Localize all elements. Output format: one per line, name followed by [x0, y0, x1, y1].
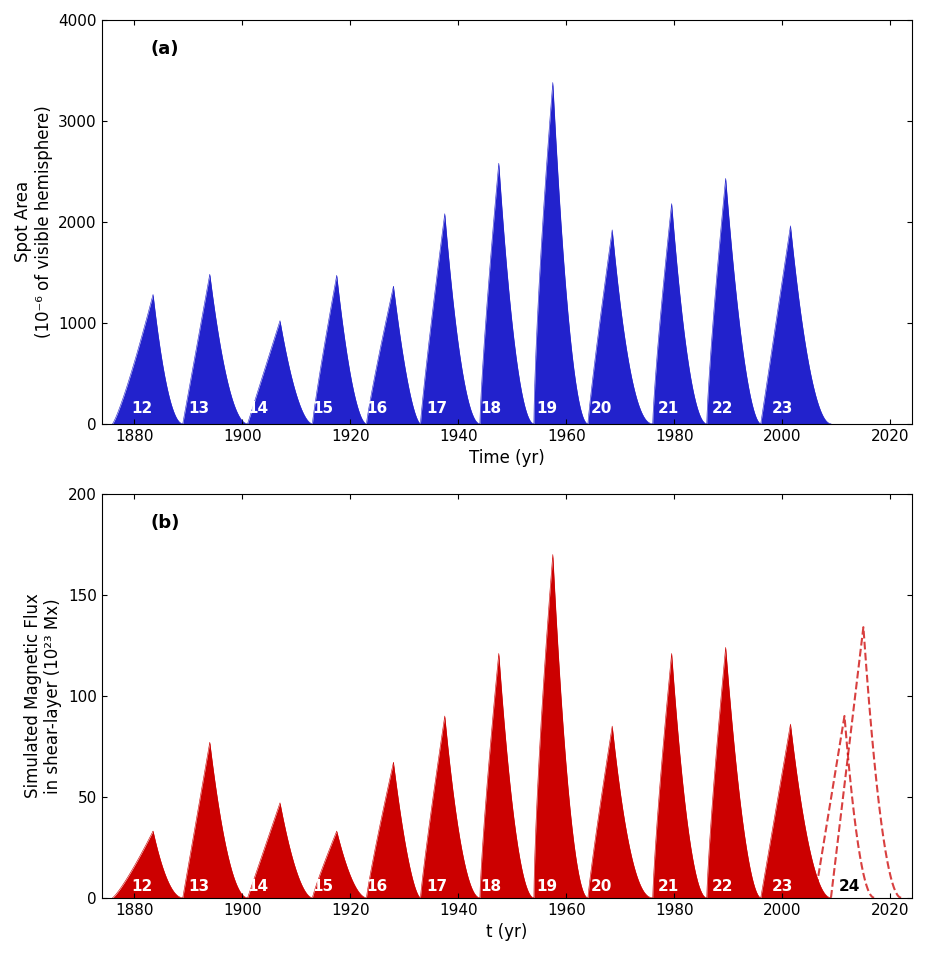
Text: 21: 21 [658, 879, 680, 894]
Text: 16: 16 [367, 400, 388, 415]
Text: (b): (b) [150, 514, 180, 532]
Y-axis label: Spot Area
(10⁻⁶ of visible hemisphere): Spot Area (10⁻⁶ of visible hemisphere) [14, 105, 53, 338]
Text: 23: 23 [771, 400, 793, 415]
Text: (a): (a) [150, 40, 179, 58]
X-axis label: t (yr): t (yr) [486, 923, 528, 941]
Text: 21: 21 [658, 400, 680, 415]
Y-axis label: Simulated Magnetic Flux
in shear-layer (10²³ Mx): Simulated Magnetic Flux in shear-layer (… [24, 593, 62, 798]
X-axis label: Time (yr): Time (yr) [469, 449, 544, 467]
Text: 18: 18 [480, 400, 501, 415]
Text: 13: 13 [188, 879, 209, 894]
Text: 14: 14 [247, 879, 269, 894]
Text: 23: 23 [771, 879, 793, 894]
Text: 13: 13 [188, 400, 209, 415]
Text: 15: 15 [312, 879, 333, 894]
Text: 20: 20 [591, 400, 612, 415]
Text: 15: 15 [312, 400, 333, 415]
Text: 12: 12 [131, 400, 153, 415]
Text: 12: 12 [131, 879, 153, 894]
Text: 22: 22 [712, 400, 733, 415]
Text: 16: 16 [367, 879, 388, 894]
Text: 19: 19 [536, 400, 557, 415]
Text: 19: 19 [536, 879, 557, 894]
Text: 17: 17 [426, 400, 447, 415]
Text: 24: 24 [839, 879, 860, 894]
Text: 22: 22 [712, 879, 733, 894]
Text: 17: 17 [426, 879, 447, 894]
Text: 18: 18 [480, 879, 501, 894]
Text: 14: 14 [247, 400, 269, 415]
Text: 20: 20 [591, 879, 612, 894]
